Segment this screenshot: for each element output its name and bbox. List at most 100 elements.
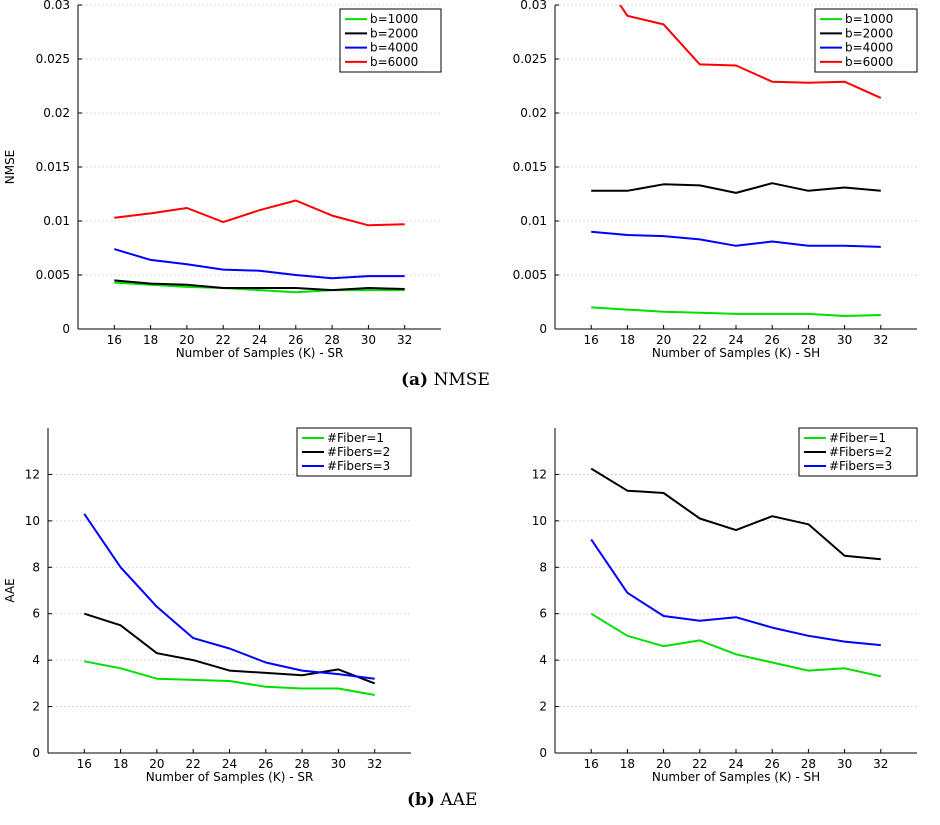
legend-label: b=6000 (370, 55, 418, 69)
x-tick-label: 30 (837, 757, 852, 771)
x-tick-label: 20 (656, 757, 671, 771)
x-tick-label: 28 (801, 333, 816, 347)
x-tick-label: 22 (692, 757, 707, 771)
y-axis-title: NMSE (3, 150, 17, 185)
series-line (591, 230, 881, 248)
x-axis-title: Number of Samples (K) - SH (652, 346, 820, 360)
x-tick-label: 28 (294, 757, 309, 771)
y-tick-label: 0.015 (36, 160, 70, 174)
x-tick-label: 32 (873, 757, 888, 771)
x-tick-label: 24 (728, 333, 743, 347)
x-tick-label: 18 (113, 757, 128, 771)
y-tick-label: 0.025 (36, 52, 70, 66)
x-tick-label: 24 (222, 757, 237, 771)
legend-label: #Fibers=3 (327, 459, 390, 473)
y-tick-label: 0.03 (520, 0, 547, 12)
caption-a-text: NMSE (433, 370, 490, 390)
series-group (591, 5, 882, 317)
x-tick-label: 26 (258, 757, 273, 771)
series-line (84, 660, 375, 696)
y-tick-label: 0 (62, 322, 70, 336)
legend-label: #Fiber=1 (829, 431, 886, 445)
x-tick-label: 18 (620, 757, 635, 771)
x-tick-label: 18 (143, 333, 158, 347)
y-tick-label: 0.01 (520, 214, 547, 228)
y-tick-label: 0.02 (43, 106, 70, 120)
x-tick-label: 28 (324, 333, 339, 347)
y-tick-label: 2 (539, 700, 547, 714)
x-tick-label: 32 (873, 333, 888, 347)
legend-label: b=6000 (845, 55, 893, 69)
y-tick-label: 4 (32, 653, 40, 667)
x-axis-title: Number of Samples (K) - SR (146, 770, 314, 784)
y-tick-label: 8 (539, 560, 547, 574)
caption-b: (b) AAE (407, 790, 477, 810)
x-tick-label: 20 (179, 333, 194, 347)
legend-label: #Fibers=2 (829, 445, 892, 459)
caption-a-tag: (a) (401, 370, 429, 390)
y-tick-label: 10 (532, 514, 547, 528)
legend: #Fiber=1#Fibers=2#Fibers=3 (798, 427, 918, 477)
legend-label: b=4000 (370, 41, 418, 55)
y-axis-title: AAE (3, 578, 17, 602)
legend-label: #Fiber=1 (327, 431, 384, 445)
series-line (114, 248, 405, 280)
series-line (591, 306, 881, 317)
x-tick-label: 28 (801, 757, 816, 771)
y-tick-label: 4 (539, 653, 547, 667)
legend-label: #Fibers=3 (829, 459, 892, 473)
series-line (114, 279, 405, 292)
y-tick-label: 12 (532, 467, 547, 481)
x-tick-label: 22 (186, 757, 201, 771)
chart-a-left: 0 0.005 0.01 0.015 0.02 0.025 0.03 16 18 20 22 24 26… (3, 0, 442, 360)
series-line (590, 612, 882, 678)
y-tick-label: 12 (25, 467, 40, 481)
x-tick-label: 22 (216, 333, 231, 347)
y-tick-label: 0.01 (43, 214, 70, 228)
y-tick-label: 0.03 (43, 0, 70, 12)
x-tick-label: 32 (397, 333, 412, 347)
y-tick-label: 0.025 (513, 52, 547, 66)
x-tick-label: 30 (331, 757, 346, 771)
y-tick-label: 0 (539, 322, 547, 336)
caption-b-tag: (b) (407, 790, 435, 810)
series-line (591, 182, 881, 194)
chart-a-right: 0 0.005 0.01 0.015 0.02 0.025 0.03 16 18 20 22 24 26… (513, 0, 918, 360)
x-tick-label: 16 (584, 757, 599, 771)
y-tick-label: 0.02 (520, 106, 547, 120)
x-tick-label: 24 (252, 333, 267, 347)
caption-a: (a) NMSE (401, 370, 490, 390)
x-tick-label: 16 (77, 757, 92, 771)
y-tick-label: 0.015 (513, 160, 547, 174)
x-tick-label: 24 (728, 757, 743, 771)
x-axis-title: Number of Samples (K) - SH (652, 770, 820, 784)
y-tick-label: 0 (32, 746, 40, 760)
y-tick-label: 0.005 (36, 268, 70, 282)
legend-label: b=1000 (370, 12, 418, 26)
y-tick-label: 6 (539, 607, 547, 621)
legend-label: b=4000 (845, 41, 893, 55)
x-tick-label: 32 (367, 757, 382, 771)
series-line (590, 467, 881, 561)
series-group (590, 467, 882, 678)
x-tick-label: 30 (837, 333, 852, 347)
x-axis-title: Number of Samples (K) - SR (176, 346, 344, 360)
series-line (83, 513, 375, 680)
y-tick-label: 8 (32, 560, 40, 574)
series-line (83, 612, 376, 685)
series-group (114, 199, 405, 294)
caption-b-text: AAE (440, 790, 478, 810)
series-line (618, 5, 882, 99)
x-tick-label: 20 (149, 757, 164, 771)
x-tick-label: 22 (692, 333, 707, 347)
legend-label: b=2000 (845, 26, 893, 40)
y-tick-label: 2 (32, 700, 40, 714)
x-tick-label: 18 (620, 333, 635, 347)
series-line (590, 538, 881, 647)
x-tick-label: 26 (765, 757, 780, 771)
y-tick-label: 6 (32, 607, 40, 621)
